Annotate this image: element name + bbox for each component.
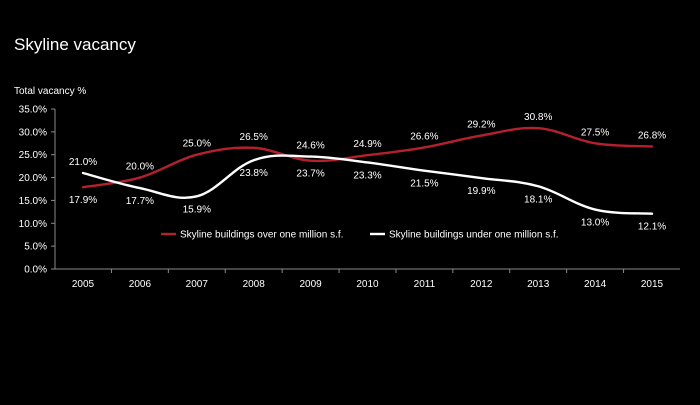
data-label-under-one-million: 23.3% <box>353 170 381 181</box>
y-tick-label: 30.0% <box>19 127 47 138</box>
x-tick-label: 2008 <box>243 279 266 290</box>
data-labels: 17.9% 20.0% 25.0% 26.5% 23.7% 24.9% 26.6% 29.2%… <box>69 112 666 232</box>
data-label-under-one-million: 19.9% <box>467 186 495 197</box>
data-label-over-one-million: 17.9% <box>69 195 97 206</box>
series-line-under-one-million <box>81 154 654 215</box>
data-label-over-one-million: 25.0% <box>183 139 211 150</box>
x-tick-label: 2013 <box>527 279 550 290</box>
data-label-over-one-million: 26.6% <box>410 131 438 142</box>
x-tick-label: 2006 <box>129 279 152 290</box>
data-label-over-one-million: 26.8% <box>638 130 666 141</box>
x-tick-label: 2007 <box>186 279 209 290</box>
y-axis-label: Total vacancy % <box>14 86 86 97</box>
x-tick-label: 2015 <box>641 279 664 290</box>
legend-label: Skyline buildings over one million s.f. <box>180 230 343 241</box>
data-label-under-one-million: 12.1% <box>638 222 666 233</box>
data-label-under-one-million: 15.9% <box>183 204 211 215</box>
data-label-over-one-million: 26.5% <box>240 132 268 143</box>
data-label-under-one-million: 21.0% <box>69 157 97 168</box>
x-tick-label: 2014 <box>584 279 607 290</box>
axes: 0.0% 5.0% 10.0% 15.0% 20.0% 25.0% 30.0% 35.0% 20… <box>19 105 680 290</box>
data-label-under-one-million: 13.0% <box>581 218 609 229</box>
y-tick-label: 20.0% <box>19 173 47 184</box>
data-label-over-one-million: 23.7% <box>296 169 324 180</box>
data-label-under-one-million: 24.6% <box>296 141 324 152</box>
data-label-over-one-million: 29.2% <box>467 120 495 131</box>
data-label-over-one-million: 30.8% <box>524 112 552 123</box>
data-label-over-one-million: 24.9% <box>353 139 381 150</box>
x-tick-label: 2005 <box>72 279 95 290</box>
data-label-under-one-million: 17.7% <box>126 196 154 207</box>
y-tick-label: 0.0% <box>24 265 47 276</box>
y-tick-label: 10.0% <box>19 219 47 230</box>
x-tick-label: 2009 <box>299 279 322 290</box>
x-tick-label: 2010 <box>356 279 379 290</box>
data-label-over-one-million: 27.5% <box>581 127 609 138</box>
y-tick-label: 5.0% <box>24 242 47 253</box>
series-lines <box>81 126 654 215</box>
y-tick-label: 15.0% <box>19 196 47 207</box>
series-line-over-one-million <box>81 126 654 189</box>
data-label-over-one-million: 20.0% <box>126 162 154 173</box>
legend-label: Skyline buildings under one million s.f. <box>389 230 559 241</box>
x-tick-label: 2011 <box>414 279 436 290</box>
data-label-under-one-million: 23.8% <box>240 168 268 179</box>
data-label-under-one-million: 18.1% <box>524 194 552 205</box>
legend: Skyline buildings over one million s.f. S… <box>161 230 559 241</box>
y-tick-label: 25.0% <box>19 150 47 161</box>
data-label-under-one-million: 21.5% <box>410 179 438 190</box>
x-tick-label: 2012 <box>470 279 493 290</box>
chart-title: Skyline vacancy <box>14 35 136 54</box>
y-tick-label: 35.0% <box>19 105 47 116</box>
